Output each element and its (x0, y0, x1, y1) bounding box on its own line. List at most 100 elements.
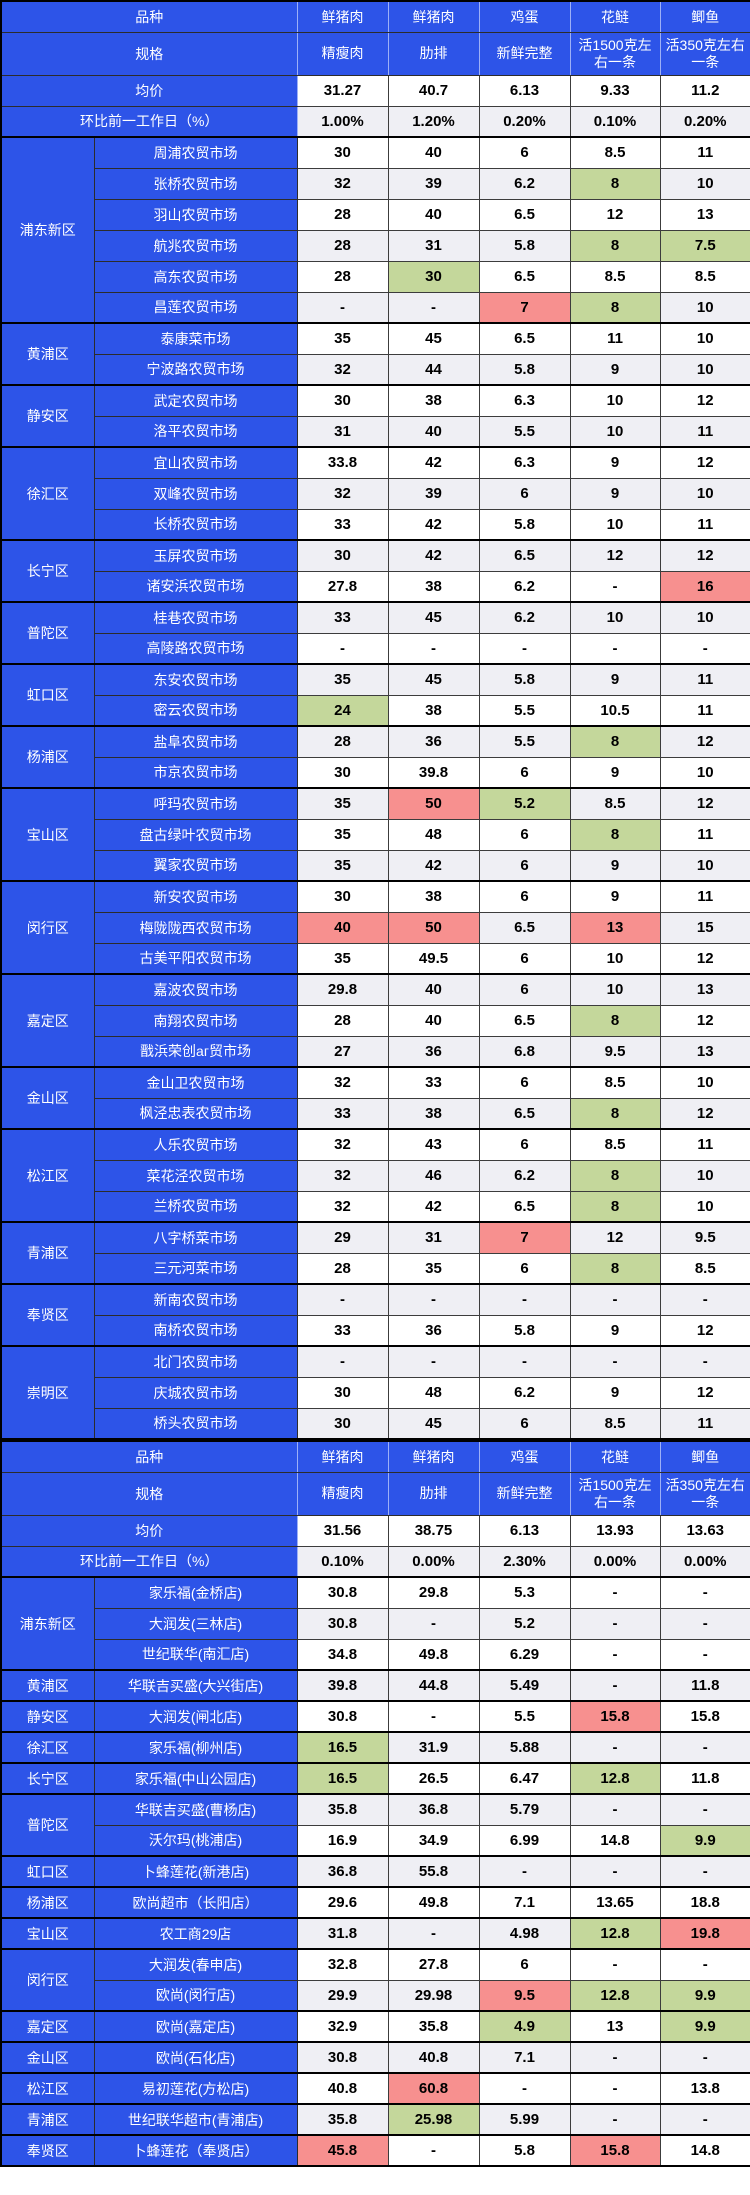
price-cell: 8.5 (569, 136, 661, 169)
price-cell: 6.5 (478, 322, 571, 355)
price-cell: - (569, 1948, 661, 1981)
price-cell: 6.47 (478, 1762, 571, 1795)
price-cell: 12.8 (569, 1979, 661, 2012)
price-cell: 6 (478, 880, 571, 913)
price-cell: 12.8 (569, 1917, 661, 1950)
price-cell: 13 (569, 911, 661, 944)
price-cell: - (478, 1345, 571, 1378)
price-cell: 12 (659, 1097, 750, 1130)
price-cell: 6.29 (478, 1638, 571, 1671)
price-cell: 31.8 (296, 1917, 389, 1950)
price-cell: - (478, 632, 571, 665)
price-cell: 10 (659, 167, 750, 200)
price-cell: 13 (659, 1035, 750, 1068)
price-cell: 4.98 (478, 1917, 571, 1950)
avg-price-cell: 31.56 (296, 1514, 389, 1547)
price-cell: - (569, 1793, 661, 1826)
price-cell: 8.5 (569, 1128, 661, 1161)
variety-header-cell: 鲫鱼 (659, 0, 750, 33)
market-name-cell: 三元河菜市场 (93, 1252, 298, 1285)
market-name-cell: 密云农贸市场 (93, 694, 298, 727)
market-name-cell: 菜花泾农贸市场 (93, 1159, 298, 1192)
price-cell: 6.2 (478, 167, 571, 200)
price-cell: 12 (659, 539, 750, 572)
price-cell: 9.9 (659, 1824, 750, 1857)
price-cell: 11 (659, 508, 750, 541)
price-cell: 5.8 (478, 229, 571, 262)
price-cell: 11 (659, 880, 750, 913)
price-cell: - (569, 1345, 661, 1378)
price-cell: 35 (296, 787, 389, 820)
price-cell: 13 (659, 973, 750, 1006)
variety-label-cell: 品种 (0, 1440, 298, 1473)
price-cell: 19.8 (659, 1917, 750, 1950)
avg-price-cell: 40.7 (387, 74, 480, 107)
change-label-cell: 环比前一工作日（%） (0, 1545, 298, 1578)
price-cell: - (569, 632, 661, 665)
price-cell: 5.5 (478, 694, 571, 727)
price-cell: 28 (296, 1004, 389, 1037)
price-cell: 6 (478, 136, 571, 169)
price-cell: 9 (569, 353, 661, 386)
price-cell: 38 (387, 880, 480, 913)
price-cell: 13 (569, 2010, 661, 2043)
price-cell: 42 (387, 446, 480, 479)
price-cell: 42 (387, 849, 480, 882)
spec-header-cell: 肋排 (387, 31, 480, 76)
price-cell: 8 (569, 229, 661, 262)
price-cell: - (387, 291, 480, 324)
price-cell: - (387, 1283, 480, 1316)
price-cell: 45 (387, 601, 480, 634)
market-name-cell: 东安农贸市场 (93, 663, 298, 696)
spec-header-cell: 新鲜完整 (478, 1471, 571, 1516)
price-cell: - (387, 2134, 480, 2167)
market-name-cell: 世纪联华超市(青浦店) (93, 2103, 298, 2136)
market-name-cell: 农工商29店 (93, 1917, 298, 1950)
price-cell: 35 (296, 942, 389, 975)
market-name-cell: 华联吉买盛(曹杨店) (93, 1793, 298, 1826)
district-cell: 金山区 (0, 2041, 95, 2074)
price-cell: 5.3 (478, 1576, 571, 1609)
price-cell: 12 (569, 539, 661, 572)
price-cell: 33.8 (296, 446, 389, 479)
price-table-supermarkets: 品种 鲜猪肉 鲜猪肉 鸡蛋 花鲢 鲫鱼 规格 精瘦肉 肋排 新鲜完整 活1500克左右一条 活350克… (0, 1440, 750, 2167)
district-cell: 普陀区 (0, 601, 95, 665)
price-cell: 10 (659, 1159, 750, 1192)
price-cell: 6.5 (478, 1004, 571, 1037)
price-cell: 38 (387, 1097, 480, 1130)
price-cell: 29 (296, 1221, 389, 1254)
variety-header-cell: 鸡蛋 (478, 1440, 571, 1473)
district-cell: 嘉定区 (0, 2010, 95, 2043)
variety-header-cell: 花鲢 (569, 0, 661, 33)
market-name-cell: 卜蜂莲花（奉贤店） (93, 2134, 298, 2167)
price-cell: - (659, 1793, 750, 1826)
price-cell: - (387, 1700, 480, 1733)
district-cell: 奉贤区 (0, 1283, 95, 1347)
price-cell: 9.9 (659, 2010, 750, 2043)
avg-price-cell: 13.63 (659, 1514, 750, 1547)
spec-header-cell: 精瘦肉 (296, 1471, 389, 1516)
price-cell: 11 (659, 694, 750, 727)
district-cell: 崇明区 (0, 1345, 95, 1440)
variety-header-cell: 鲜猪肉 (296, 1440, 389, 1473)
price-cell: 24 (296, 694, 389, 727)
price-cell: - (659, 1948, 750, 1981)
market-name-cell: 欧尚(嘉定店) (93, 2010, 298, 2043)
price-cell: 42 (387, 539, 480, 572)
price-cell: 6.5 (478, 198, 571, 231)
change-percent-cell: 0.10% (296, 1545, 389, 1578)
price-cell: 10 (659, 849, 750, 882)
price-cell: 42 (387, 1190, 480, 1223)
price-cell: 8 (569, 1004, 661, 1037)
price-cell: 6.3 (478, 446, 571, 479)
spec-header-cell: 活1500克左右一条 (569, 1471, 661, 1516)
price-cell: 31 (387, 1221, 480, 1254)
market-name-cell: 欧尚(闵行店) (93, 1979, 298, 2012)
price-cell: 5.2 (478, 1607, 571, 1640)
price-cell: - (659, 1345, 750, 1378)
price-cell: 28 (296, 725, 389, 758)
price-cell: - (296, 1283, 389, 1316)
price-cell: 32 (296, 1159, 389, 1192)
district-cell: 普陀区 (0, 1793, 95, 1857)
price-cell: 6 (478, 477, 571, 510)
